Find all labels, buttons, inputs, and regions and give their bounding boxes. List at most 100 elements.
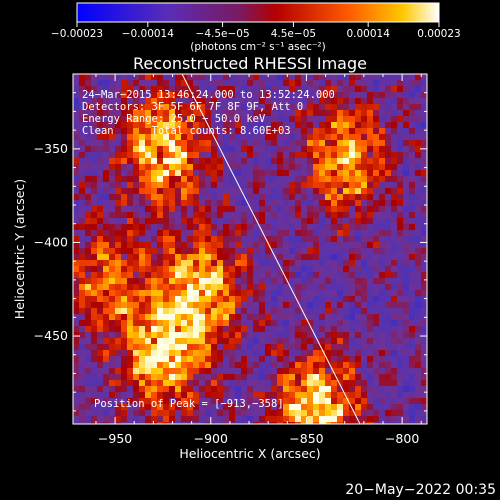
heatmap-cell: [91, 218, 97, 224]
heatmap-cell: [355, 260, 361, 266]
heatmap-cell: [259, 110, 265, 116]
heatmap-cell: [391, 326, 397, 332]
heatmap-cell: [79, 416, 85, 422]
heatmap-cell: [379, 380, 385, 386]
heatmap-cell: [295, 182, 301, 188]
heatmap-cell: [205, 182, 211, 188]
heatmap-cell: [361, 386, 367, 392]
heatmap-cell: [319, 272, 325, 278]
heatmap-cell: [187, 314, 193, 320]
heatmap-cell: [199, 350, 205, 356]
heatmap-cell: [139, 98, 145, 104]
heatmap-cell: [79, 146, 85, 152]
heatmap-cell: [187, 344, 193, 350]
heatmap-cell: [157, 332, 163, 338]
heatmap-cell: [169, 284, 175, 290]
heatmap-cell: [175, 98, 181, 104]
heatmap-cell: [217, 422, 223, 424]
heatmap-cell: [343, 362, 349, 368]
heatmap-cell: [409, 368, 415, 374]
heatmap-cell: [307, 230, 313, 236]
heatmap-cell: [223, 410, 229, 416]
heatmap-cell: [175, 344, 181, 350]
heatmap-cell: [373, 248, 379, 254]
heatmap-cell: [127, 92, 133, 98]
heatmap-cell: [331, 302, 337, 308]
heatmap-cell: [205, 158, 211, 164]
heatmap-cell: [127, 248, 133, 254]
heatmap-cell: [265, 272, 271, 278]
heatmap-cell: [271, 296, 277, 302]
heatmap-cell: [409, 80, 415, 86]
heatmap-cell: [355, 74, 361, 80]
heatmap-cell: [271, 158, 277, 164]
heatmap-cell: [373, 296, 379, 302]
heatmap-cell: [259, 224, 265, 230]
heatmap-cell: [397, 284, 403, 290]
heatmap-cell: [385, 326, 391, 332]
heatmap-cell: [127, 116, 133, 122]
heatmap-cell: [181, 212, 187, 218]
heatmap-cell: [373, 284, 379, 290]
heatmap-cell: [349, 212, 355, 218]
heatmap-cell: [265, 134, 271, 140]
heatmap-cell: [265, 314, 271, 320]
heatmap-cell: [331, 296, 337, 302]
heatmap-cell: [283, 326, 289, 332]
heatmap-cell: [301, 92, 307, 98]
heatmap-cell: [205, 128, 211, 134]
heatmap-cell: [337, 386, 343, 392]
heatmap-cell: [373, 92, 379, 98]
heatmap-cell: [259, 398, 265, 404]
heatmap-cell: [337, 74, 343, 80]
heatmap-cell: [367, 212, 373, 218]
heatmap-cell: [223, 362, 229, 368]
heatmap-cell: [319, 290, 325, 296]
heatmap-cell: [277, 278, 283, 284]
heatmap-cell: [367, 122, 373, 128]
heatmap-cell: [307, 296, 313, 302]
colorbar-unit-label: (photons cm⁻² s⁻¹ asec⁻²): [190, 41, 325, 53]
heatmap-cell: [397, 212, 403, 218]
heatmap-cell: [157, 80, 163, 86]
heatmap-cell: [247, 86, 253, 92]
heatmap-cell: [193, 104, 199, 110]
heatmap-cell: [235, 242, 241, 248]
heatmap-cell: [409, 98, 415, 104]
heatmap-cell: [355, 152, 361, 158]
heatmap-cell: [241, 302, 247, 308]
heatmap-cell: [385, 152, 391, 158]
heatmap-cell: [277, 128, 283, 134]
heatmap-cell: [103, 236, 109, 242]
heatmap-cell: [361, 314, 367, 320]
heatmap-cell: [415, 134, 421, 140]
heatmap-cell: [241, 338, 247, 344]
heatmap-cell: [409, 284, 415, 290]
heatmap-cell: [385, 116, 391, 122]
heatmap-cell: [331, 398, 337, 404]
heatmap-cell: [289, 320, 295, 326]
heatmap-cell: [91, 224, 97, 230]
heatmap-cell: [181, 386, 187, 392]
heatmap-cell: [163, 416, 169, 422]
heatmap-cell: [301, 80, 307, 86]
heatmap-cell: [331, 200, 337, 206]
heatmap-cell: [133, 404, 139, 410]
heatmap-cell: [415, 422, 421, 424]
heatmap-cell: [151, 248, 157, 254]
heatmap-cell: [367, 326, 373, 332]
heatmap-cell: [331, 152, 337, 158]
heatmap-cell: [109, 350, 115, 356]
heatmap-cell: [343, 272, 349, 278]
heatmap-cell: [373, 368, 379, 374]
heatmap-cell: [181, 200, 187, 206]
heatmap-cell: [397, 296, 403, 302]
heatmap-cell: [373, 242, 379, 248]
heatmap-cell: [367, 386, 373, 392]
heatmap-cell: [343, 398, 349, 404]
heatmap-cell: [421, 356, 427, 362]
heatmap-cell: [283, 200, 289, 206]
heatmap-cell: [139, 194, 145, 200]
heatmap-cell: [313, 122, 319, 128]
heatmap-cell: [421, 242, 427, 248]
